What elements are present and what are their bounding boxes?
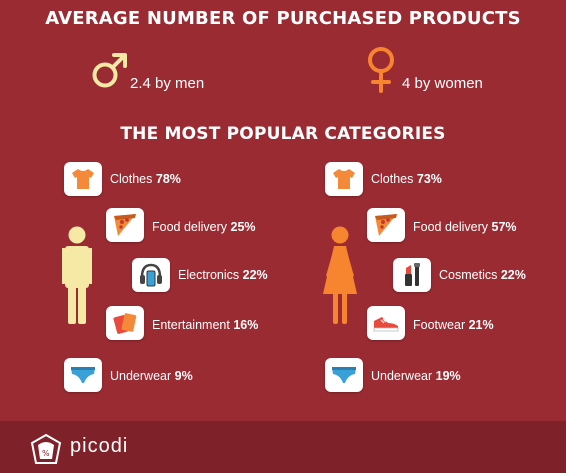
sneaker-icon: [367, 306, 405, 340]
category-value: 78%: [155, 172, 181, 186]
woman-figure-icon: [322, 226, 358, 331]
underwear-icon: [325, 358, 363, 392]
tshirt-icon: [64, 162, 102, 196]
category-label: Clothes 73%: [371, 172, 442, 186]
category-label: Underwear 9%: [110, 369, 193, 383]
tshirt-icon: [325, 162, 363, 196]
category-label: Clothes 78%: [110, 172, 181, 186]
male-symbol-icon: [90, 50, 130, 95]
lipstick-mascara-icon: [393, 258, 431, 292]
category-label: Food delivery 25%: [152, 220, 256, 234]
picodi-logo-icon: %: [26, 429, 66, 472]
brand-name: picodi: [70, 435, 129, 457]
man-figure-icon: [61, 226, 93, 331]
tickets-icon: [106, 306, 144, 340]
category-label: Electronics 22%: [178, 268, 268, 282]
category-value: 19%: [435, 369, 461, 383]
page-title: AVERAGE NUMBER OF PURCHASED PRODUCTS: [45, 8, 521, 29]
headphones-phone-icon: [132, 258, 170, 292]
category-label: Cosmetics 22%: [439, 268, 526, 282]
category-label: Footwear 21%: [413, 318, 494, 332]
pizza-icon: [367, 208, 405, 242]
category-value: 21%: [468, 318, 494, 332]
category-value: 57%: [491, 220, 517, 234]
underwear-icon: [64, 358, 102, 392]
category-value: 22%: [242, 268, 268, 282]
category-value: 22%: [500, 268, 526, 282]
categories-title: THE MOST POPULAR CATEGORIES: [120, 124, 446, 144]
category-label: Food delivery 57%: [413, 220, 517, 234]
category-value: 73%: [416, 172, 442, 186]
svg-text:%: %: [42, 449, 50, 458]
female-symbol-icon: [366, 46, 396, 99]
category-value: 16%: [233, 318, 259, 332]
category-value: 9%: [174, 369, 193, 383]
pizza-icon: [106, 208, 144, 242]
women-average-label: 4 by women: [402, 75, 483, 92]
category-label: Underwear 19%: [371, 369, 461, 383]
footer-bar: % picodi: [0, 421, 566, 473]
category-value: 25%: [230, 220, 256, 234]
men-average-label: 2.4 by men: [130, 75, 205, 92]
category-label: Entertainment 16%: [152, 318, 259, 332]
